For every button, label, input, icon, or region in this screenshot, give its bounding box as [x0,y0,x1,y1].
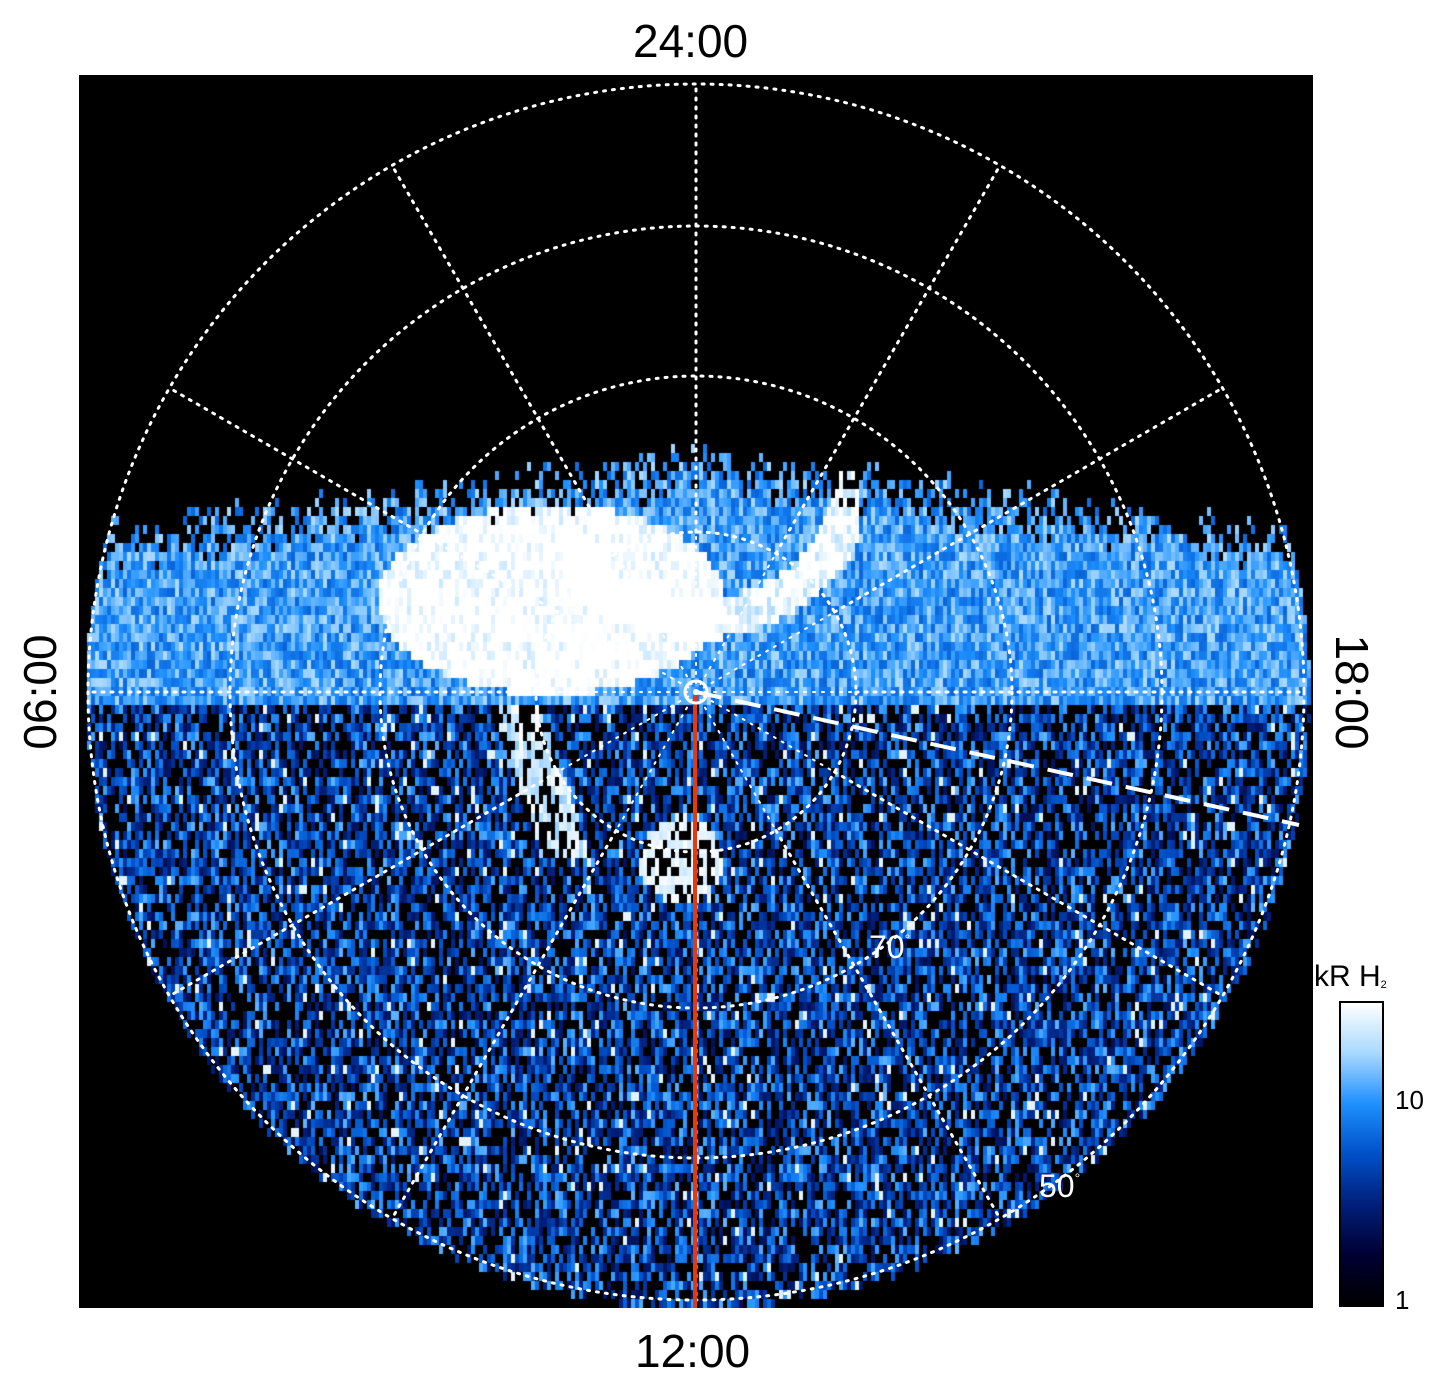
meridian-line-inner [695,691,836,773]
polar-grid-overlay: 70° 50° [86,82,1306,1308]
pole-marker-ring [683,679,709,705]
meridian-line-inner [556,691,697,773]
dashed-reference-line [695,690,1300,827]
meridian-line [167,386,559,614]
colorbar-tick-label-10: 10 [1395,1085,1424,1115]
meridian-line-inner [695,611,836,693]
meridian-line-inner [695,691,777,832]
local-time-label-18: 18:00 [1326,634,1378,750]
meridian-line [833,770,1225,998]
meridian-line-inner [556,611,697,693]
meridian-line [390,829,618,1221]
local-time-label-06: 06:00 [14,634,66,750]
latitude-label-50: 50° [1039,1168,1080,1204]
meridian-lines [86,82,1306,1302]
local-time-label-24: 24:00 [633,15,749,67]
meridian-line [390,163,618,555]
colorbar [1339,1001,1384,1307]
meridian-line-inner [615,552,697,693]
pole-marker-dot [693,689,699,695]
colorbar-unit-label: kR H2 [1314,960,1387,993]
latitude-label-70: 70° [869,929,910,965]
meridian-line-inner [695,552,777,693]
meridian-line [833,386,1225,614]
local-time-label-12: 12:00 [635,1325,751,1377]
meridian-line [774,829,1002,1221]
meridian-line [167,770,559,998]
colorbar-tick-label-1: 1 [1395,1285,1410,1315]
meridian-line-inner [615,691,697,832]
meridian-line [774,163,1002,555]
polar-projection-plot: 70° 50° [79,75,1313,1308]
